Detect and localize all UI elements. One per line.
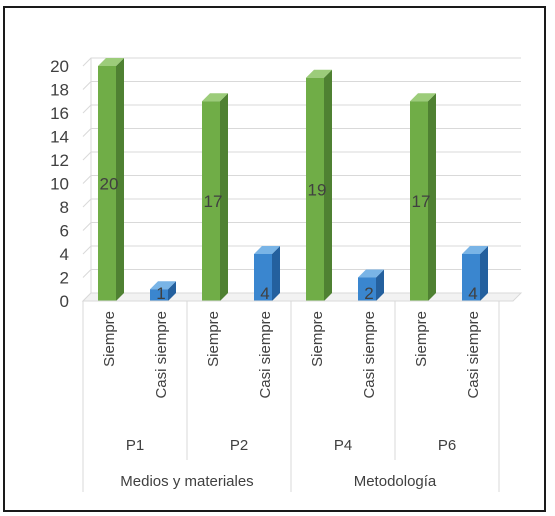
gridline (82, 57, 521, 67)
bar-side (116, 58, 124, 301)
gridline (82, 245, 521, 255)
y-axis: 0 2 4 6 8 10 12 14 16 18 20 (50, 57, 69, 311)
bar (358, 269, 384, 301)
gridline (82, 269, 521, 278)
gridline (82, 104, 521, 114)
bar-data-label: 1 (156, 284, 165, 303)
x-category-label: Casi siempre (153, 311, 170, 399)
y-tick-label: 8 (60, 198, 69, 217)
bars: 20 1 17 4 19 2 17 4 (98, 58, 488, 303)
y-tick-label: 20 (50, 57, 69, 76)
y-tick-label: 0 (60, 292, 69, 311)
bar (150, 281, 176, 301)
floor-plane (81, 292, 523, 302)
bar-top (462, 246, 488, 254)
bar-data-label: 19 (308, 180, 327, 199)
bar-side (480, 246, 488, 301)
x-axis: Siempre Casi siempre P1 Siempre Casi siempre… (82, 300, 500, 492)
bar (202, 93, 228, 301)
x-category-label: Siempre (309, 311, 326, 367)
bar-chart: 0 2 4 6 8 10 12 14 16 18 20 20 1 17 4 19 2 17 4 Siempre Ca… (50, 57, 523, 492)
bar-top (98, 58, 124, 66)
y-tick-label: 12 (50, 151, 69, 170)
x-subgroup-label: P2 (230, 437, 248, 454)
x-category-label: Siempre (101, 311, 118, 367)
gridline (82, 198, 521, 208)
bar-data-label: 17 (204, 192, 223, 211)
bar-front (150, 289, 168, 301)
bar-data-label: 4 (260, 284, 269, 303)
gridline (82, 128, 521, 137)
bar (98, 58, 124, 301)
y-tick-label: 4 (60, 245, 69, 264)
bar-top (202, 93, 228, 102)
x-category-label: Casi siempre (465, 311, 482, 399)
x-category-label: Casi siempre (361, 311, 378, 399)
bar-front (410, 101, 428, 301)
chart-frame: 0 2 4 6 8 10 12 14 16 18 20 20 1 17 4 19 2 17 4 Siempre Ca… (3, 6, 546, 512)
y-tick-label: 6 (60, 222, 69, 241)
gridline (82, 175, 521, 184)
x-subgroup-label: P6 (438, 437, 456, 454)
gridlines (82, 57, 521, 302)
bar (306, 69, 332, 301)
bar-data-label: 20 (100, 175, 119, 194)
bar-front (98, 66, 116, 301)
x-subgroup-label: P4 (334, 437, 352, 454)
bar-top (410, 93, 436, 102)
bar-top (150, 281, 176, 290)
bar-top (306, 69, 332, 78)
bar (410, 93, 436, 301)
gridline (82, 81, 521, 90)
y-tick-label: 10 (50, 175, 69, 194)
y-tick-label: 18 (50, 81, 69, 100)
gridline (82, 222, 521, 231)
bar-side (428, 93, 436, 301)
bar-data-label: 17 (412, 192, 431, 211)
y-tick-label: 16 (50, 104, 69, 123)
bar-side (168, 281, 176, 301)
bar-data-label: 4 (468, 284, 477, 303)
x-category-label: Siempre (413, 311, 430, 367)
bar-front (358, 277, 376, 301)
bar-data-label: 2 (364, 284, 373, 303)
x-subgroup-label: P1 (126, 437, 144, 454)
bar-front (254, 254, 272, 301)
x-category-label: Casi siempre (257, 311, 274, 399)
bar-side (324, 69, 332, 301)
bar-side (272, 246, 280, 301)
bar-side (376, 269, 384, 301)
bar-side (220, 93, 228, 301)
bar (254, 246, 280, 301)
y-tick-label: 2 (60, 269, 69, 288)
bar-front (462, 254, 480, 301)
chart-floor (81, 292, 523, 302)
x-category-label: Siempre (205, 311, 222, 367)
gridline (82, 151, 521, 161)
bar-front (306, 77, 324, 301)
x-group-label: Medios y materiales (120, 473, 253, 490)
x-group-label: Metodología (354, 473, 437, 490)
y-tick-label: 14 (50, 128, 69, 147)
bar-top (254, 246, 280, 254)
bar-front (202, 101, 220, 301)
bar (462, 246, 488, 301)
bar-top (358, 269, 384, 278)
